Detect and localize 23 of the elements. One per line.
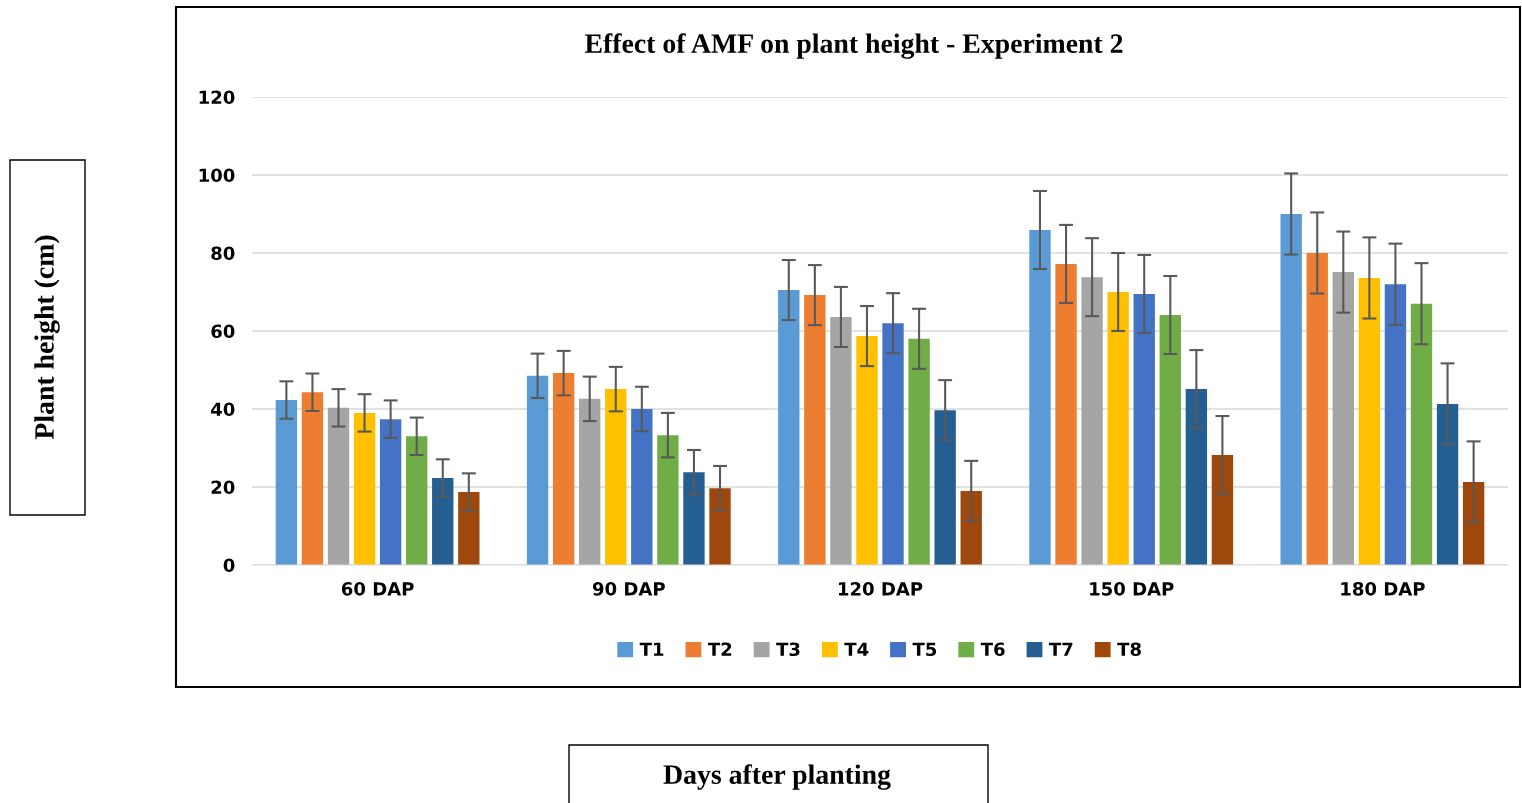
- x-tick-label: 90 DAP: [592, 581, 665, 596]
- text: Days after planting: [663, 764, 891, 790]
- legend-label: T5: [912, 642, 937, 657]
- legend-label: T6: [980, 642, 1005, 657]
- legend-label: T7: [1049, 642, 1073, 656]
- legend-label: T8: [1117, 642, 1141, 657]
- y-tick-label: 100: [199, 168, 235, 183]
- legend-label: T4: [844, 642, 869, 656]
- chart-title: Effect of AMF on plant height - Experiment 2: [584, 33, 1123, 59]
- x-tick-label: 120 DAP: [838, 581, 923, 596]
- legend-label: T3: [776, 642, 800, 657]
- y-tick-label: 80: [211, 246, 235, 261]
- y-tick-label: 60: [211, 324, 235, 339]
- x-tick-label: 60 DAP: [341, 581, 414, 596]
- y-tick-label: 120: [199, 90, 235, 105]
- y-tick-label: 40: [211, 402, 235, 417]
- legend-label: T2: [707, 642, 732, 656]
- legend-label: T1: [639, 642, 664, 656]
- y-tick-label: 20: [211, 480, 235, 495]
- x-tick-label: 150 DAP: [1090, 581, 1174, 596]
- y-tick-label: 0: [223, 558, 235, 573]
- text: Plant height (cm): [34, 235, 60, 440]
- x-tick-label: 180 DAP: [1341, 581, 1425, 596]
